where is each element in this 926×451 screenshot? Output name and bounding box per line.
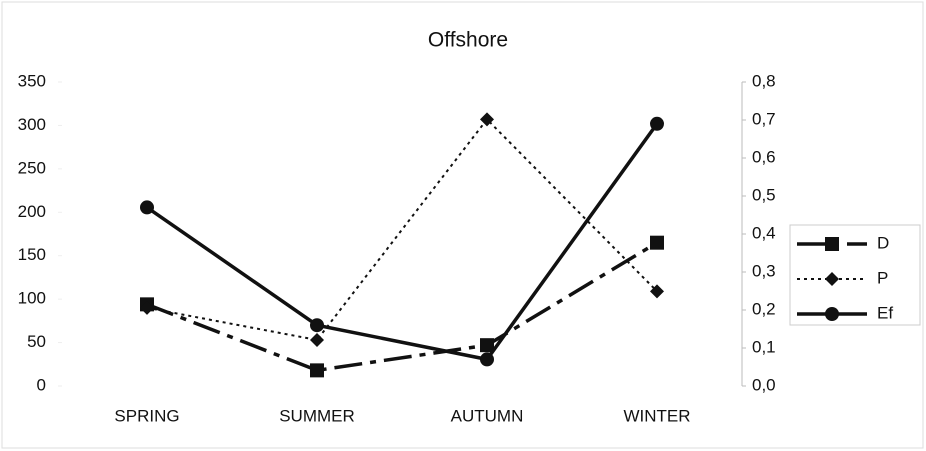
marker	[140, 200, 154, 215]
marker	[650, 116, 664, 131]
y2-tick-label: 0,8	[752, 71, 776, 90]
chart-title: Offshore	[428, 29, 508, 52]
legend-label: P	[877, 268, 888, 287]
marker	[480, 112, 494, 127]
y2-tick-label: 0,6	[752, 147, 776, 166]
y-tick-label: 0	[37, 375, 46, 394]
marker	[140, 300, 154, 315]
marker	[480, 338, 494, 353]
y-tick-label: 200	[18, 202, 46, 221]
legend-label: Ef	[877, 303, 893, 322]
y2-tick-label: 0,3	[752, 261, 776, 280]
marker	[480, 352, 494, 367]
series-line	[146, 122, 659, 362]
y-tick-label: 150	[18, 245, 46, 264]
x-tick-label: WINTER	[623, 406, 690, 425]
y-tick-label: 100	[18, 289, 46, 308]
legend-label: D	[877, 233, 889, 252]
legend-marker	[825, 307, 839, 321]
y-tick-label: 350	[18, 71, 46, 90]
y2-tick-label: 0,4	[752, 223, 776, 242]
marker	[650, 235, 664, 250]
marker	[310, 332, 324, 347]
y2-tick-label: 0,0	[752, 375, 776, 394]
y-tick-label: 300	[18, 115, 46, 134]
x-tick-label: SPRING	[114, 406, 179, 425]
series-line	[146, 241, 658, 373]
y2-tick-label: 0,7	[752, 109, 776, 128]
legend-marker	[825, 272, 839, 286]
y2-tick-label: 0,1	[752, 337, 776, 356]
series-line	[146, 117, 658, 342]
y2-tick-label: 0,5	[752, 185, 776, 204]
legend-marker	[825, 237, 839, 251]
marker	[310, 363, 324, 378]
x-tick-label: SUMMER	[279, 406, 355, 425]
y-tick-label: 50	[27, 332, 46, 351]
x-tick-label: AUTUMN	[451, 406, 524, 425]
legend-box	[789, 224, 921, 326]
marker	[650, 284, 664, 299]
y-tick-label: 250	[18, 158, 46, 177]
y2-tick-label: 0,2	[752, 299, 776, 318]
marker	[310, 318, 324, 333]
